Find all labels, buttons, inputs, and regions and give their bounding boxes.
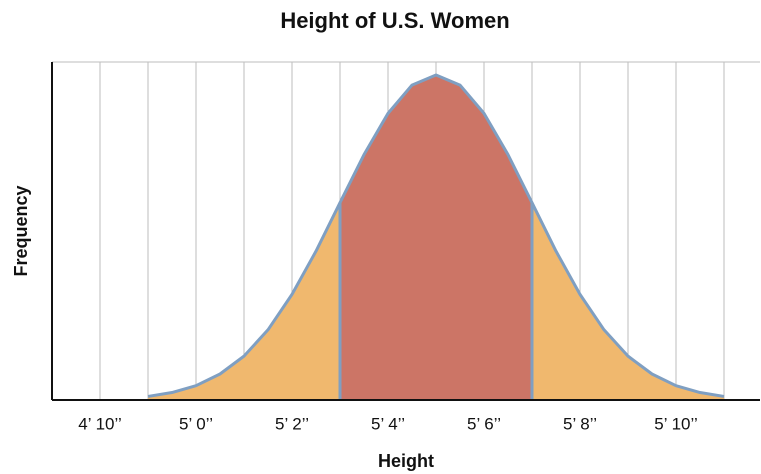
chart-title: Height of U.S. Women (280, 8, 509, 33)
curve (147, 73, 725, 398)
y-axis-label: Frequency (11, 185, 31, 276)
highlight-area (340, 75, 532, 400)
x-tick-label: 5’ 0’’ (179, 414, 213, 433)
x-tick-label: 5’ 10’’ (654, 414, 697, 433)
x-axis-label: Height (378, 451, 434, 471)
x-tick-label: 5’ 6’’ (467, 414, 501, 433)
x-tick-label: 5’ 2’’ (275, 414, 309, 433)
x-tick-label: 5’ 4’’ (371, 414, 405, 433)
x-tick-label: 5’ 8’’ (563, 414, 597, 433)
x-tick-label: 4’ 10’’ (78, 414, 121, 433)
